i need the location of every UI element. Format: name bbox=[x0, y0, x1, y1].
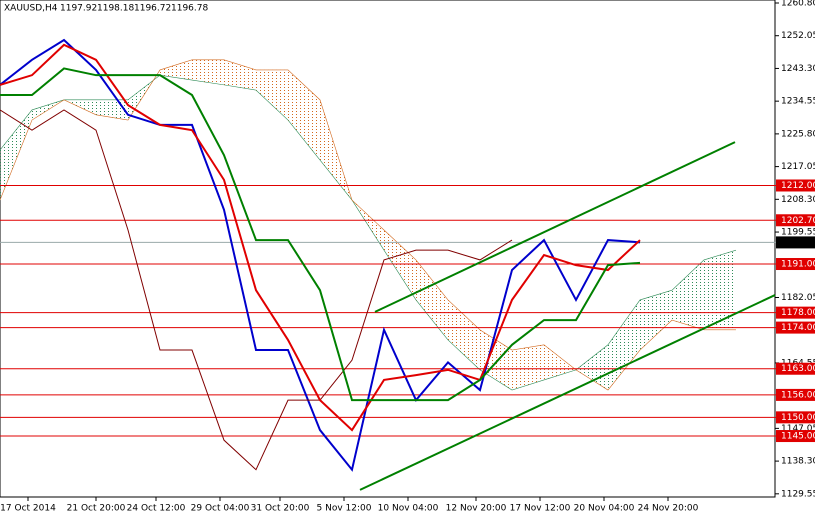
header: XAUUSD,H4 bbox=[4, 4, 58, 14]
cloud-span bbox=[0, 59, 736, 391]
y-tick-label: 1243.30 bbox=[781, 64, 815, 74]
x-tick-label: 17 Oct 2014 bbox=[0, 504, 56, 514]
axis-mask bbox=[776, 0, 815, 516]
last-price-tag bbox=[776, 236, 815, 249]
cloud-fill bbox=[192, 59, 224, 85]
level-label: 1163.00 bbox=[781, 364, 815, 374]
ohlc-value: 1196.72 bbox=[134, 4, 171, 14]
y-tick-label: 1138.30 bbox=[781, 457, 815, 467]
ohlc-value: 1198.18 bbox=[97, 4, 134, 14]
x-tick-label: 5 Nov 12:00 bbox=[317, 504, 372, 514]
level-label: 1174.00 bbox=[781, 323, 815, 333]
y-tick-label: 1217.05 bbox=[781, 162, 815, 172]
x-tick-label: 12 Nov 20:00 bbox=[446, 504, 507, 514]
x-tick-label: 10 Nov 04:00 bbox=[378, 504, 439, 514]
y-tick-label: 1147.05 bbox=[781, 424, 815, 434]
cloud-fill bbox=[96, 99, 128, 121]
y-tick-label: 1208.30 bbox=[781, 195, 815, 205]
cloud-fill bbox=[576, 344, 608, 391]
trendline bbox=[374, 141, 736, 313]
symbol: XAUUSD,H4 bbox=[4, 4, 58, 14]
cloud-fill bbox=[512, 344, 544, 391]
cloud-fill bbox=[704, 250, 736, 330]
cloud-fill bbox=[608, 299, 640, 391]
level-label: 1202.70 bbox=[781, 216, 815, 226]
y-tick-label: 1225.80 bbox=[781, 129, 815, 139]
plot-frame bbox=[0, 0, 776, 498]
y-tick-label: 1199.55 bbox=[781, 228, 815, 238]
ohlc-value: 1196.78 bbox=[171, 4, 208, 14]
cloud-fill bbox=[384, 229, 416, 300]
cloud-fill bbox=[224, 59, 256, 91]
x-tick-label: 20 Nov 04:00 bbox=[574, 504, 635, 514]
level-tag bbox=[776, 306, 815, 319]
level-label: 1156.00 bbox=[781, 390, 815, 400]
level-tag bbox=[776, 411, 815, 424]
level-tag bbox=[776, 179, 815, 192]
x-tick-label: 21 Oct 20:00 bbox=[67, 504, 126, 514]
level-label: 1191.00 bbox=[781, 260, 815, 270]
trendline bbox=[359, 294, 776, 491]
cloud-fill bbox=[288, 69, 320, 161]
level-tag bbox=[776, 430, 815, 443]
level-tag bbox=[776, 214, 815, 227]
level-tag bbox=[776, 258, 815, 271]
cloud-fill bbox=[0, 109, 32, 201]
cloud-fill bbox=[416, 259, 448, 340]
level-label: 1150.00 bbox=[781, 413, 815, 423]
cloud-fill bbox=[448, 299, 480, 370]
level-label: 1145.00 bbox=[781, 432, 815, 442]
y-tick-label: 1129.55 bbox=[781, 489, 815, 499]
y-tick-label: 1252.05 bbox=[781, 31, 815, 41]
cloud-span bbox=[0, 74, 737, 391]
level-label: 1178.00 bbox=[781, 308, 815, 318]
cloud-fill bbox=[160, 59, 192, 81]
last-price-label: 1196.78 bbox=[781, 238, 815, 248]
y-tick-label: 1182.05 bbox=[781, 293, 815, 303]
x-tick-label: 24 Oct 12:00 bbox=[127, 504, 186, 514]
cloud-fill bbox=[640, 290, 672, 351]
cloud-fill bbox=[256, 69, 288, 121]
series-line bbox=[0, 67, 641, 402]
cloud-fill bbox=[544, 344, 576, 380]
series-line bbox=[0, 38, 641, 472]
level-tag bbox=[776, 321, 815, 334]
x-tick-label: 29 Oct 04:00 bbox=[191, 504, 250, 514]
cloud-fill bbox=[672, 259, 704, 330]
ohlc-value: 1197.92 bbox=[60, 4, 97, 14]
level-tag bbox=[776, 388, 815, 401]
x-tick-label: 31 Oct 20:00 bbox=[251, 504, 310, 514]
y-tick-label: 1260.80 bbox=[781, 0, 815, 8]
x-tick-label: 24 Nov 20:00 bbox=[638, 504, 699, 514]
x-tick-label: 17 Nov 12:00 bbox=[510, 504, 571, 514]
level-label: 1212.00 bbox=[781, 181, 815, 191]
series-line bbox=[0, 109, 513, 471]
level-tag bbox=[776, 362, 815, 375]
y-tick-label: 1234.55 bbox=[781, 97, 815, 107]
cloud-fill bbox=[480, 329, 512, 391]
